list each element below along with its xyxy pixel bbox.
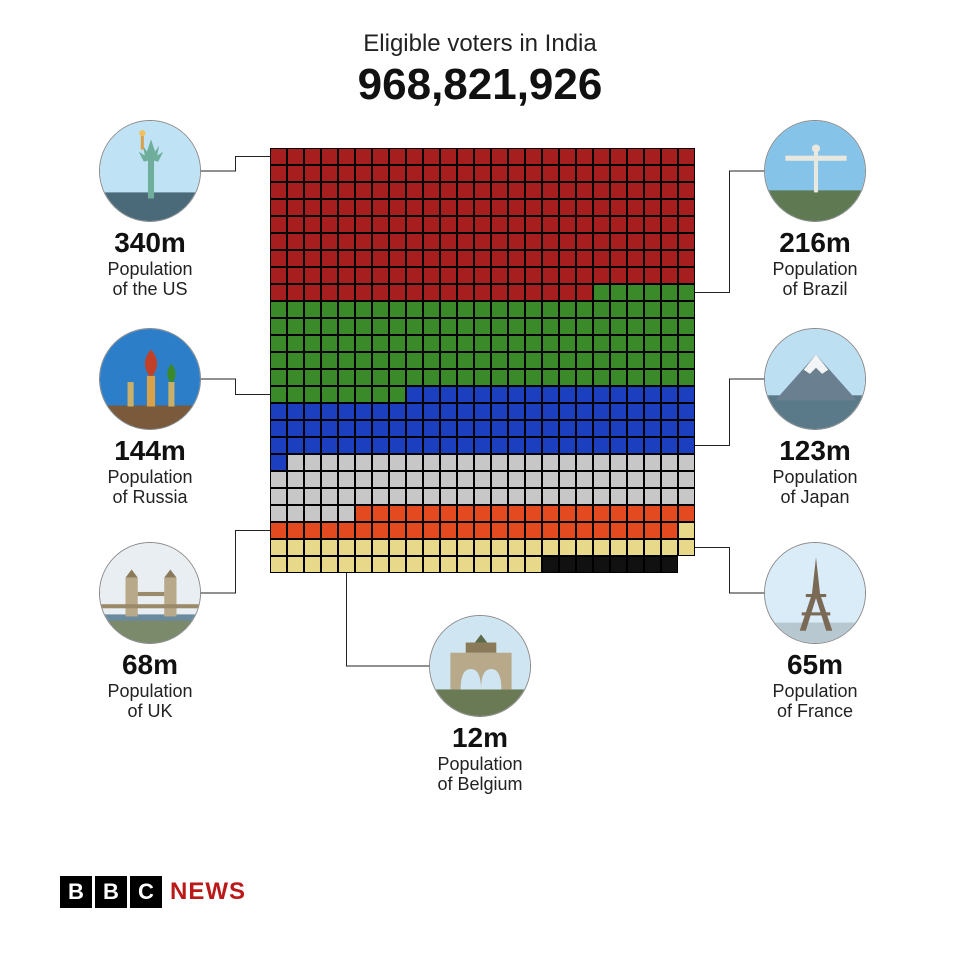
bbc-blocks: B B C (60, 876, 162, 908)
france-landmark-icon (764, 542, 866, 644)
bbc-block-b1: B (60, 876, 92, 908)
infographic-container: Eligible voters in India 968,821,926 340… (0, 0, 960, 960)
country-brazil: 216mPopulationof Brazil (730, 120, 900, 300)
japan-landmark-icon (764, 328, 866, 430)
bbc-news-logo: B B C NEWS (60, 876, 246, 908)
brazil-value: 216m (730, 228, 900, 259)
country-us: 340mPopulationof the US (65, 120, 235, 300)
belgium-landmark-icon (429, 615, 531, 717)
uk-label: Populationof UK (65, 681, 235, 722)
uk-landmark-icon (99, 542, 201, 644)
japan-label: Populationof Japan (730, 467, 900, 508)
bbc-block-b2: B (95, 876, 127, 908)
france-value: 65m (730, 650, 900, 681)
us-landmark-icon (99, 120, 201, 222)
uk-value: 68m (65, 650, 235, 681)
news-text: NEWS (170, 878, 246, 906)
brazil-label: Populationof Brazil (730, 259, 900, 300)
country-france: 65mPopulationof France (730, 542, 900, 722)
france-label: Populationof France (730, 681, 900, 722)
russia-label: Populationof Russia (65, 467, 235, 508)
country-uk: 68mPopulationof UK (65, 542, 235, 722)
country-japan: 123mPopulationof Japan (730, 328, 900, 508)
russia-landmark-icon (99, 328, 201, 430)
russia-value: 144m (65, 436, 235, 467)
belgium-label: Populationof Belgium (395, 754, 565, 795)
us-label: Populationof the US (65, 259, 235, 300)
brazil-landmark-icon (764, 120, 866, 222)
country-belgium: 12mPopulationof Belgium (395, 615, 565, 795)
us-value: 340m (65, 228, 235, 259)
country-russia: 144mPopulationof Russia (65, 328, 235, 508)
belgium-value: 12m (395, 723, 565, 754)
bbc-block-c: C (130, 876, 162, 908)
japan-value: 123m (730, 436, 900, 467)
